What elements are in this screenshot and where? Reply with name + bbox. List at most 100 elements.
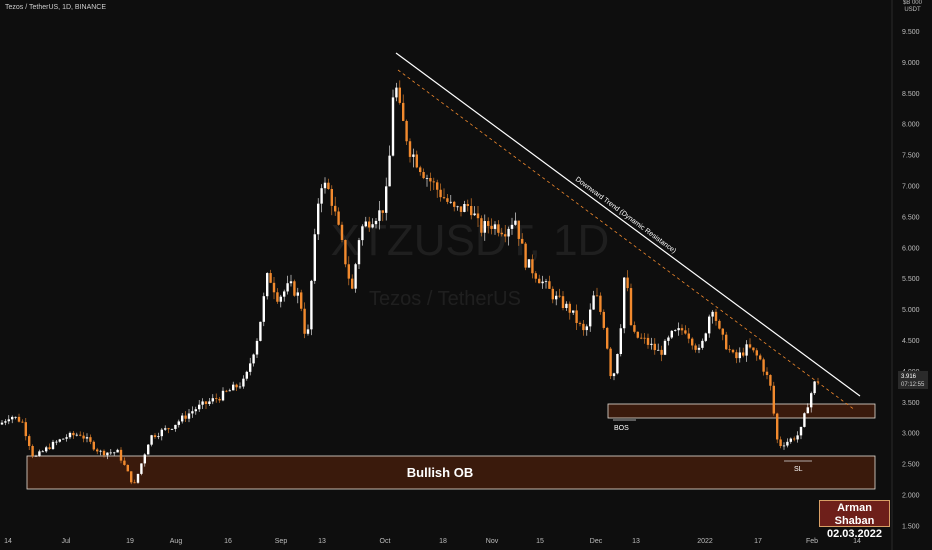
candle-up: [456, 206, 459, 208]
candle-up: [286, 283, 289, 292]
candle-up: [187, 413, 191, 419]
candle-down: [636, 331, 639, 338]
candle-up: [796, 435, 799, 440]
candle-down: [633, 325, 636, 332]
candle-down: [344, 239, 347, 265]
candle-up: [667, 337, 670, 341]
candle-up: [198, 404, 201, 410]
candle-down: [752, 347, 755, 351]
candle-up: [803, 413, 806, 427]
x-tick-label: 15: [536, 538, 544, 545]
price-axis[interactable]: 9.500 9.000 8.500 8.000 7.500 7.000 6.500 6.000…: [891, 0, 920, 550]
last-price-box: [898, 371, 928, 389]
x-tick-label: Nov: [486, 538, 499, 545]
candle-down: [293, 281, 296, 296]
candle-down: [653, 343, 656, 351]
candle-down: [96, 449, 99, 452]
candle-up: [238, 386, 242, 388]
candle-down: [48, 447, 51, 449]
x-tick-label: Sep: [275, 538, 288, 545]
candle-down: [422, 172, 425, 179]
candle-down: [609, 348, 612, 377]
candle-up: [619, 328, 622, 355]
x-tick-label: 14: [853, 538, 861, 545]
candle-down: [497, 224, 500, 233]
candle-up: [612, 373, 616, 377]
y-tick-label: 5.500: [902, 276, 920, 283]
candle-up: [670, 330, 673, 338]
candle-up: [799, 426, 803, 436]
candle-down: [119, 449, 123, 461]
candle-up: [745, 344, 748, 356]
currency-unit: USDT: [904, 7, 921, 13]
candle-up: [266, 273, 269, 297]
candle-up: [208, 401, 211, 405]
candle-down: [102, 450, 106, 456]
candle-down: [725, 334, 728, 350]
candle-up: [75, 434, 78, 436]
candle-down: [28, 436, 31, 446]
candle-up: [106, 452, 109, 456]
candle-down: [769, 375, 772, 386]
candle-down: [204, 401, 208, 405]
bullish-ob-label: Bullish OB: [407, 465, 473, 480]
candle-down: [558, 295, 561, 297]
candle-up: [541, 281, 544, 284]
candle-up: [786, 441, 789, 446]
y-tick-label: 3.500: [902, 400, 920, 407]
candle-up: [317, 203, 320, 235]
candle-up: [252, 354, 255, 364]
currency-top: $B 000: [902, 0, 922, 6]
candle-up: [701, 340, 704, 348]
candle-down: [215, 398, 218, 400]
candle-down: [721, 328, 724, 335]
candle-down: [79, 434, 82, 436]
candle-up: [589, 309, 592, 327]
candle-up: [14, 416, 17, 418]
y-tick-label: 4.500: [902, 338, 920, 345]
candle-up: [191, 411, 194, 414]
x-tick-label: Dec: [590, 538, 603, 545]
x-tick-label: Aug: [170, 538, 183, 545]
candle-down: [534, 273, 537, 279]
candle-up: [483, 221, 486, 233]
candle-up: [283, 291, 286, 297]
dynamic-resistance-trendline[interactable]: [395, 52, 861, 397]
candle-down: [626, 277, 629, 289]
parallel-trendline[interactable]: [397, 69, 856, 411]
candle-up: [255, 340, 259, 355]
candle-down: [269, 273, 272, 283]
candle-down: [762, 359, 765, 372]
candle-up: [11, 416, 14, 420]
watermark-name: Tezos / TetherUS: [369, 288, 521, 310]
candle-up: [323, 182, 327, 189]
price-axis-header: $B 000 USDT: [903, 0, 922, 14]
candle-up: [262, 296, 265, 322]
y-tick-label: 1.500: [902, 523, 920, 530]
candle-down: [300, 292, 303, 309]
candle-up: [813, 381, 816, 394]
candle-up: [313, 234, 316, 281]
x-tick-label: 14: [4, 538, 12, 545]
candle-down: [490, 225, 493, 229]
candle-down: [218, 398, 221, 401]
candle-down: [225, 390, 228, 392]
candle-down: [640, 337, 643, 339]
candle-down: [521, 238, 524, 244]
candle-up: [391, 97, 395, 156]
candle-down: [272, 282, 276, 293]
candle-up: [388, 155, 391, 187]
candle-up: [201, 401, 204, 405]
time-axis[interactable]: 14 Jul 19 Aug 16 Sep 13 Oct 18 Nov 15 Dec 13 2022 17 Fe…: [4, 538, 861, 545]
candle-up: [245, 371, 248, 379]
y-tick-label: 3.000: [902, 431, 920, 438]
candle-down: [340, 224, 344, 240]
candle-down: [776, 413, 779, 440]
candle-up: [493, 224, 497, 229]
candle-down: [21, 421, 24, 423]
supply-zone: [607, 403, 876, 419]
candle-up: [572, 310, 575, 313]
candle-down: [92, 441, 95, 450]
candle-down: [772, 385, 775, 414]
